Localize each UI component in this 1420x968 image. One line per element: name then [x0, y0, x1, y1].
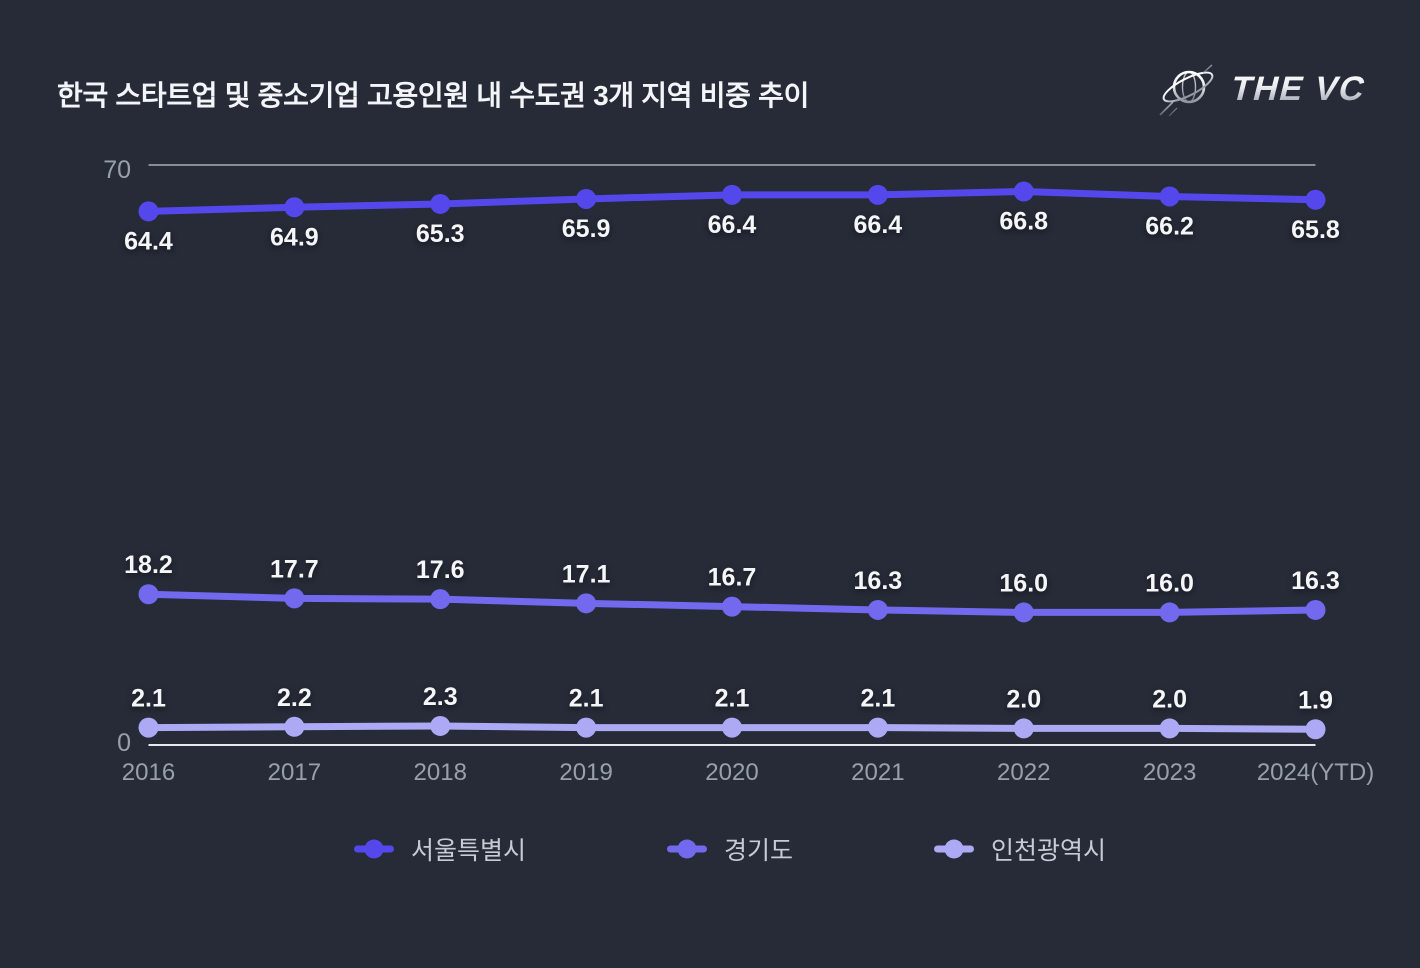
- legend-marker-icon: [667, 839, 708, 859]
- x-tick-label: 2024(YTD): [1257, 759, 1374, 786]
- data-point: [284, 197, 305, 218]
- data-point: [284, 588, 305, 609]
- data-point: [1305, 719, 1326, 740]
- x-tick-label: 2016: [122, 759, 175, 786]
- data-point: [1159, 186, 1180, 207]
- data-point: [867, 184, 888, 205]
- thevc-logo: THE VC: [1159, 64, 1368, 117]
- data-label: 2.3: [423, 683, 458, 711]
- legend-label: 서울특별시: [411, 837, 527, 865]
- data-point: [1013, 602, 1034, 623]
- data-point: [1159, 602, 1180, 623]
- data-label: 2.2: [277, 684, 312, 712]
- data-label: 16.0: [1145, 569, 1194, 597]
- data-point: [576, 717, 597, 738]
- y-tick-label: 70: [103, 156, 131, 184]
- data-point: [867, 599, 888, 620]
- data-label: 66.4: [708, 211, 757, 239]
- data-label: 16.3: [854, 567, 903, 595]
- x-tick-label: 2018: [414, 759, 467, 786]
- data-label: 65.3: [416, 220, 465, 248]
- data-point: [722, 184, 742, 205]
- data-point: [722, 717, 742, 738]
- data-point: [1159, 718, 1180, 739]
- data-label: 66.8: [999, 208, 1048, 236]
- data-point: [576, 188, 597, 209]
- data-point: [138, 584, 159, 605]
- legend-marker-icon: [934, 839, 975, 859]
- data-label: 17.6: [416, 556, 465, 584]
- data-label: 65.9: [562, 215, 611, 243]
- data-label: 2.1: [131, 685, 166, 713]
- data-point: [138, 717, 159, 738]
- data-label: 2.1: [715, 685, 750, 713]
- data-label: 64.4: [124, 227, 173, 255]
- data-point: [138, 201, 159, 222]
- page-title: 한국 스타트업 및 중소기업 고용인원 내 수도권 3개 지역 비중 추이: [57, 80, 810, 111]
- legend-item-incheon: 인천광역시: [933, 831, 1106, 867]
- data-point: [867, 717, 888, 738]
- x-tick-label: 2017: [268, 759, 321, 786]
- x-tick-label: 2022: [997, 759, 1050, 786]
- x-tick-label: 2021: [851, 759, 904, 786]
- data-label: 16.3: [1291, 567, 1340, 595]
- x-tick-label: 2020: [705, 759, 758, 786]
- legend-item-gyeonggi: 경기도: [666, 831, 793, 867]
- data-label: 16.7: [708, 564, 757, 592]
- data-label: 16.0: [999, 569, 1048, 597]
- data-label: 1.9: [1298, 686, 1333, 714]
- x-tick-label: 2019: [559, 759, 612, 786]
- data-label: 2.1: [569, 685, 604, 713]
- data-label: 2.0: [1152, 685, 1187, 713]
- legend: 서울특별시 경기도 인천광역시: [353, 831, 1106, 867]
- data-point: [1305, 599, 1326, 620]
- data-label: 66.2: [1145, 212, 1194, 240]
- legend-item-seoul: 서울특별시: [353, 831, 526, 867]
- data-point: [284, 716, 305, 737]
- logo-text: THE VC: [1227, 70, 1368, 107]
- data-label: 66.4: [854, 211, 903, 239]
- data-label: 2.0: [1006, 685, 1041, 713]
- data-point: [576, 593, 597, 614]
- data-label: 64.9: [270, 223, 319, 251]
- data-label: 65.8: [1291, 216, 1340, 244]
- data-point: [1013, 181, 1034, 202]
- data-point: [430, 589, 451, 610]
- orbit-globe-icon: [1159, 64, 1214, 117]
- data-point: [722, 596, 742, 617]
- data-label: 2.1: [860, 685, 895, 713]
- data-point: [430, 715, 451, 736]
- x-tick-label: 2023: [1143, 759, 1196, 786]
- data-label: 17.1: [562, 560, 611, 588]
- legend-label: 경기도: [724, 837, 794, 865]
- data-point: [1013, 718, 1034, 739]
- data-point: [1305, 189, 1326, 210]
- legend-label: 인천광역시: [991, 837, 1107, 865]
- data-label: 18.2: [124, 551, 173, 579]
- data-point: [430, 193, 451, 214]
- data-label: 17.7: [270, 555, 319, 583]
- y-tick-label: 0: [117, 729, 131, 757]
- legend-marker-icon: [354, 839, 394, 859]
